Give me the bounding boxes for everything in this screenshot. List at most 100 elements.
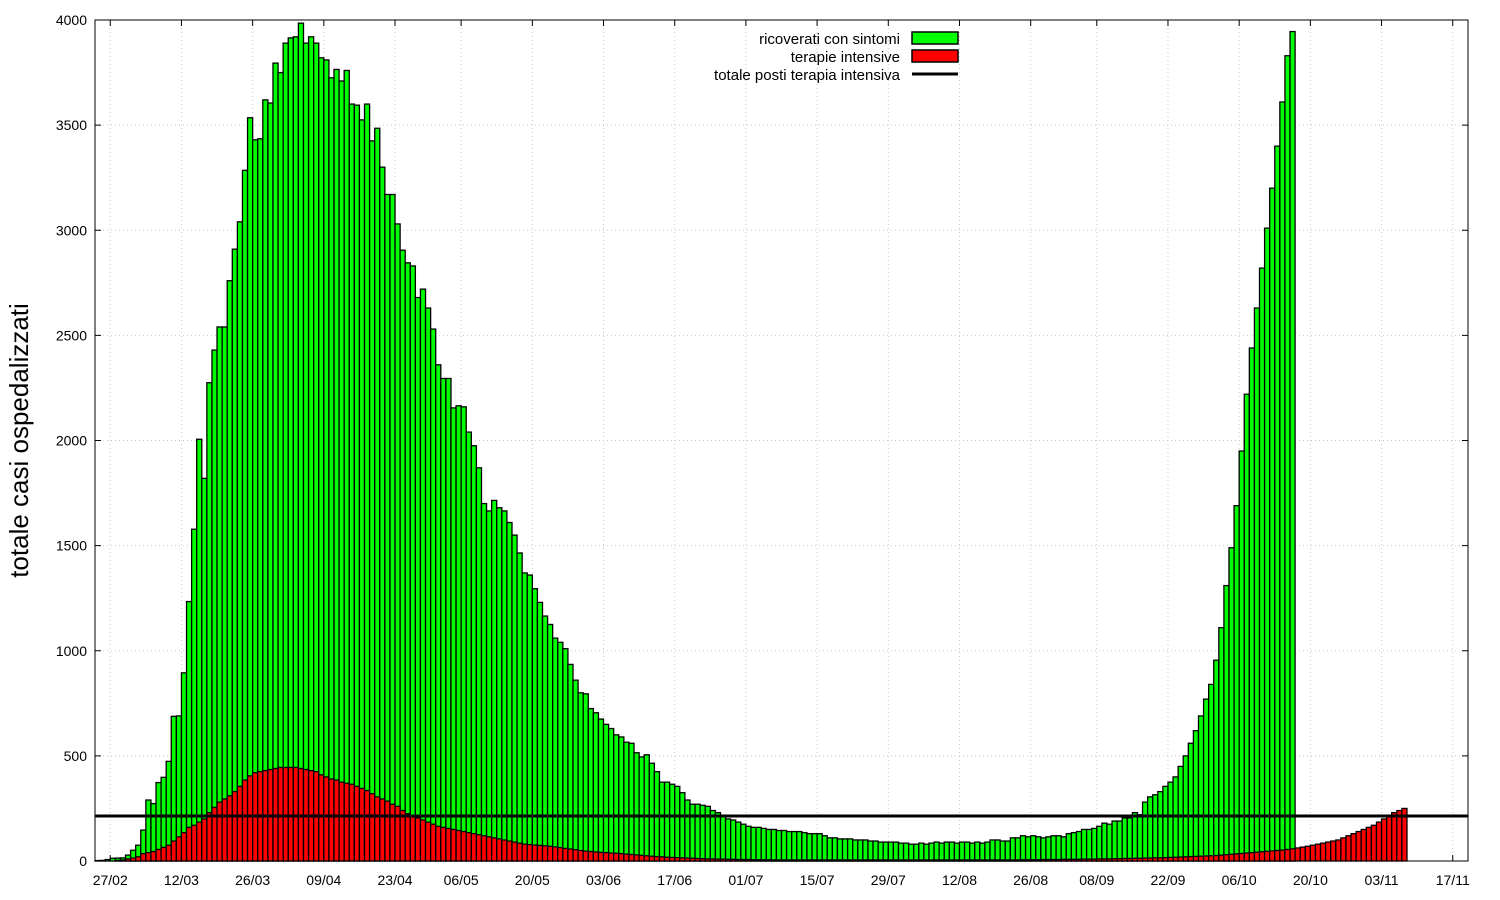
x-tick-label: 20/05 <box>515 872 550 888</box>
terapie-bar <box>1365 826 1373 862</box>
ricoverati-bar <box>348 103 356 862</box>
ricoverati-bar <box>1009 837 1017 862</box>
ricoverati-bar <box>1131 811 1139 862</box>
terapie-bar <box>379 798 386 862</box>
ricoverati-bar <box>419 288 427 862</box>
terapie-bar <box>185 826 193 862</box>
x-tick-label: 12/03 <box>164 872 199 888</box>
ricoverati-bar <box>257 138 264 862</box>
ricoverati-bar <box>424 307 432 862</box>
ricoverati-bar <box>526 574 533 862</box>
ricoverati-bar <box>928 842 935 862</box>
terapie-bar <box>1197 855 1205 862</box>
terapie-bar <box>618 852 625 862</box>
ricoverati-bar <box>750 826 757 862</box>
terapie-bar <box>363 789 371 862</box>
ricoverati-bar <box>455 405 462 862</box>
ricoverati-bar <box>1197 715 1205 862</box>
x-tick-label: 03/11 <box>1365 872 1399 888</box>
ricoverati-bar <box>1080 828 1088 862</box>
ricoverati-bar <box>785 830 793 862</box>
ricoverati-bar <box>877 841 884 862</box>
ricoverati-bar <box>343 69 350 862</box>
ricoverati-bar <box>536 601 544 862</box>
ricoverati-bar <box>1162 785 1169 862</box>
terapie-bar <box>1202 855 1210 862</box>
ricoverati-bar <box>1167 781 1174 862</box>
ricoverati-bar <box>592 712 600 862</box>
ricoverati-bar <box>663 781 671 862</box>
ricoverati-bar <box>658 781 666 862</box>
ricoverati-bar <box>521 572 528 862</box>
terapie-bar <box>674 856 681 862</box>
ricoverati-bar <box>724 818 732 862</box>
ricoverati-bar <box>404 262 411 862</box>
x-tick-label: 08/09 <box>1079 872 1114 888</box>
terapie-bar <box>1192 855 1200 862</box>
y-tick-label: 500 <box>64 748 88 764</box>
legend-label-capacity: totale posti terapia intensiva <box>714 67 901 84</box>
terapie-bar <box>155 848 162 862</box>
terapie-bar <box>328 778 335 862</box>
ricoverati-bar <box>613 734 620 862</box>
ricoverati-bar <box>791 830 798 862</box>
terapie-bar <box>1345 835 1352 862</box>
terapie-bar <box>150 850 157 862</box>
ricoverati-bar <box>211 349 218 862</box>
ricoverati-bar <box>846 838 854 862</box>
ricoverati-bar <box>1177 765 1184 862</box>
ricoverati-bar <box>221 326 228 862</box>
ricoverati-bar <box>796 830 803 862</box>
terapie-bar <box>562 847 569 862</box>
ricoverati-bar <box>831 837 839 862</box>
terapie-bar <box>567 848 574 862</box>
terapie-bar <box>160 846 167 862</box>
terapie-bar <box>663 856 671 862</box>
ricoverati-bar <box>638 756 645 862</box>
y-tick-label: 1500 <box>56 538 87 554</box>
ricoverati-bar <box>318 57 325 862</box>
x-tick-label: 23/04 <box>378 872 413 888</box>
terapie-bar <box>475 834 483 862</box>
terapie-bar <box>175 836 183 862</box>
x-tick-label: 22/09 <box>1150 872 1185 888</box>
ricoverati-bar <box>1050 835 1057 862</box>
ricoverati-bar <box>857 839 864 862</box>
x-tick-label: 09/04 <box>306 872 341 888</box>
terapie-bar <box>1284 848 1291 862</box>
ricoverati-bar <box>546 623 554 862</box>
terapie-bar <box>1335 839 1342 862</box>
ricoverati-bar <box>1279 101 1286 862</box>
ricoverati-bar <box>1091 827 1098 862</box>
terapie-bar <box>196 821 203 862</box>
legend-swatch-terapie <box>911 49 959 63</box>
ricoverati-bar <box>501 510 508 862</box>
ricoverati-bar <box>1218 626 1225 862</box>
ricoverati-bar <box>1014 837 1022 862</box>
terapie-bar <box>607 852 615 862</box>
terapie-bar <box>1243 852 1250 862</box>
ricoverati-bar <box>984 841 991 862</box>
terapie-bar <box>429 823 437 862</box>
ricoverati-bar <box>1121 817 1128 862</box>
ricoverati-bar <box>1172 776 1179 862</box>
terapie-bar <box>526 843 533 862</box>
terapie-bar <box>633 854 640 862</box>
ricoverati-bar <box>185 600 193 862</box>
terapie-bar <box>1263 850 1271 862</box>
ricoverati-bar <box>358 119 366 862</box>
ricoverati-bar <box>262 99 269 862</box>
terapie-bar <box>1177 856 1184 862</box>
ricoverati-bar <box>333 68 340 862</box>
ricoverati-bar <box>943 841 950 862</box>
terapie-bar <box>546 845 554 862</box>
ricoverati-bar <box>577 692 584 862</box>
ricoverati-bar <box>1238 450 1245 862</box>
ricoverati-bar <box>938 842 945 862</box>
ricoverati-bar <box>826 837 834 862</box>
terapie-bar <box>338 781 345 862</box>
terapie-bar <box>1391 811 1398 862</box>
terapie-bar <box>1167 856 1174 862</box>
ricoverati-bar <box>1101 822 1108 862</box>
